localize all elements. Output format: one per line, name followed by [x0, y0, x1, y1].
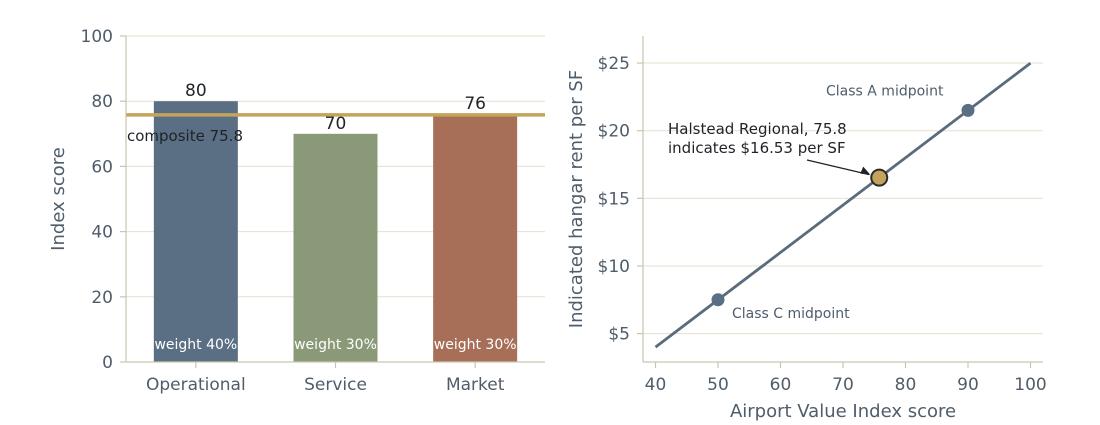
- x-tick-label: Operational: [146, 375, 246, 395]
- bar: [433, 114, 518, 363]
- halstead-annotation-line: Halstead Regional, 75.8: [668, 120, 847, 138]
- halstead-highlight-marker: [870, 168, 889, 187]
- bar-value-label: 70: [325, 114, 347, 134]
- bar-weight-label: weight 30%: [294, 337, 377, 353]
- x-tick-label: Service: [304, 375, 367, 395]
- annotation-arrow-line: [806, 159, 870, 176]
- x-tick-label: 80: [895, 375, 917, 395]
- y-tick-label: 60: [91, 157, 113, 177]
- y-tick-label: $25: [598, 54, 630, 74]
- bar-value-label: 80: [185, 81, 207, 101]
- y-tick-label: 40: [91, 223, 113, 243]
- y-tick-label: $20: [598, 122, 630, 142]
- y-tick-label: 80: [91, 92, 113, 112]
- bar-value-label: 76: [464, 94, 486, 114]
- hangar-rent-line-chart: $5 $10 $15 $20 $25 40 50 60 70 80 90 100 Class C mid…: [566, 36, 1047, 422]
- midpoint-label: Class C midpoint: [732, 306, 850, 322]
- y-axis-title: Index score: [48, 147, 69, 251]
- bar: [293, 133, 378, 362]
- bar: [153, 101, 238, 362]
- x-tick-label: 50: [707, 375, 729, 395]
- bar-weight-label: weight 40%: [154, 337, 237, 353]
- midpoint-marker: [961, 103, 975, 117]
- annotation-arrow-head: [860, 166, 871, 175]
- y-tick-label: 100: [81, 27, 113, 47]
- y-tick-label: 0: [102, 353, 113, 373]
- y-tick-label: $10: [598, 257, 630, 277]
- y-tick-label: $5: [608, 325, 630, 345]
- x-tick-label: Market: [446, 375, 505, 395]
- y-axis-title: Indicated hangar rent per SF: [566, 70, 587, 328]
- y-tick-label: $15: [598, 189, 630, 209]
- halstead-annotation-line: indicates $16.53 per SF: [668, 139, 846, 157]
- index-score-bar-chart: 0 20 40 60 80 100 80 weight 40% Operational 70 wei…: [48, 27, 545, 395]
- x-tick-label: 60: [770, 375, 792, 395]
- midpoint-marker: [711, 293, 725, 307]
- rent-trend-line: [654, 61, 1032, 349]
- x-tick-label: 70: [832, 375, 854, 395]
- bar-weight-label: weight 30%: [434, 337, 517, 353]
- x-tick-label: 90: [957, 375, 979, 395]
- y-tick-label: 20: [91, 288, 113, 308]
- composite-label: composite 75.8: [127, 127, 243, 145]
- midpoint-label: Class A midpoint: [826, 83, 944, 99]
- x-tick-label: 40: [645, 375, 667, 395]
- x-tick-label: 100: [1014, 375, 1046, 395]
- x-axis-title: Airport Value Index score: [730, 401, 956, 422]
